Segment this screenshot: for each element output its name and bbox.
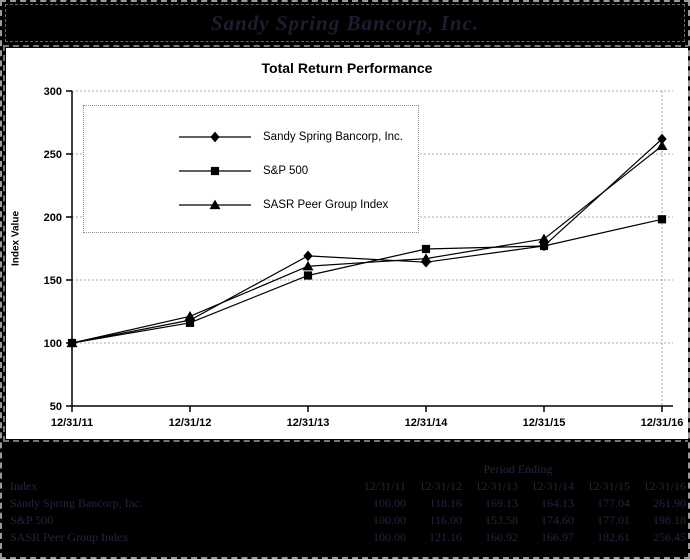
date-column-header: 12/31/11	[363, 479, 406, 493]
svg-text:12/31/12: 12/31/12	[169, 417, 212, 429]
svg-text:300: 300	[44, 86, 62, 98]
svg-text:12/31/13: 12/31/13	[287, 417, 330, 429]
index-value-cell: 164.13	[541, 496, 574, 510]
diamond-series-icon	[179, 131, 251, 143]
row-label: Sandy Spring Bancorp, Inc.	[10, 496, 143, 510]
legend-entry-sp500: S&P 500	[179, 154, 418, 188]
index-value-cell: 182.61	[597, 530, 630, 544]
company-title: Sandy Spring Bancorp, Inc.	[210, 10, 480, 35]
date-column-header: 12/31/14	[531, 479, 574, 493]
svg-text:12/31/14: 12/31/14	[405, 417, 449, 429]
legend-label: SASR Peer Group Index	[263, 199, 389, 211]
chart-title: Total Return Performance	[261, 60, 433, 76]
index-value-cell: 261.90	[653, 496, 686, 510]
row-label: SASR Peer Group Index	[10, 530, 129, 544]
chart-panel: Total Return Performance Index Value 50 1…	[3, 45, 688, 442]
legend: Sandy Spring Bancorp, Inc. S&P 500 SASR …	[83, 105, 419, 233]
index-value-cell: 160.92	[485, 530, 518, 544]
returns-table-section: Period Ending Index 12/31/11 12/31/12 12/3…	[2, 452, 688, 557]
table-row: S&P 500 100.00 116.00 153.58 174.60 177.01 198…	[10, 513, 686, 530]
legend-label: Sandy Spring Bancorp, Inc.	[263, 131, 403, 143]
index-value-cell: 100.00	[373, 513, 406, 527]
index-value-cell: 100.00	[373, 496, 406, 510]
legend-entry-sandy-spring: Sandy Spring Bancorp, Inc.	[179, 120, 418, 154]
index-value-cell: 177.04	[597, 496, 630, 510]
row-label: S&P 500	[10, 513, 54, 527]
svg-text:12/31/16: 12/31/16	[641, 417, 684, 429]
table-group-header-row: Period Ending	[10, 462, 686, 479]
index-value-cell: 118.16	[429, 496, 462, 510]
date-column-header: 12/31/12	[419, 479, 462, 493]
date-column-header: 12/31/16	[643, 479, 686, 493]
svg-text:12/31/15: 12/31/15	[523, 417, 566, 429]
header-band: Sandy Spring Bancorp, Inc.	[5, 4, 685, 42]
square-series-icon	[179, 166, 251, 176]
index-value-cell: 153.58	[485, 513, 518, 527]
legend-label: S&P 500	[263, 165, 309, 177]
index-value-cell: 174.60	[541, 513, 574, 527]
returns-table: Period Ending Index 12/31/11 12/31/12 12/3…	[10, 462, 686, 547]
table-row: SASR Peer Group Index 100.00 121.16 160.92 1…	[10, 530, 686, 547]
index-value-cell: 100.00	[373, 530, 406, 544]
index-value-cell: 198.18	[653, 513, 686, 527]
svg-text:12/31/11: 12/31/11	[51, 417, 93, 429]
index-value-cell: 177.01	[597, 513, 630, 527]
date-column-header: 12/31/13	[475, 479, 518, 493]
index-column-label: Index	[10, 479, 38, 493]
index-value-cell: 169.13	[485, 496, 518, 510]
index-value-cell: 166.97	[541, 530, 574, 544]
period-ending-header: Period Ending	[483, 462, 553, 476]
index-value-cell: 121.16	[429, 530, 462, 544]
legend-entry-peer-group: SASR Peer Group Index	[179, 188, 418, 222]
index-value-cell: 256.45	[653, 530, 686, 544]
svg-text:250: 250	[44, 149, 62, 161]
index-value-cell: 116.00	[429, 513, 462, 527]
table-row: Sandy Spring Bancorp, Inc. 100.00 118.16 16…	[10, 496, 686, 513]
svg-text:100: 100	[44, 338, 62, 350]
svg-text:150: 150	[44, 275, 62, 287]
date-column-header: 12/31/15	[587, 479, 630, 493]
svg-text:50: 50	[50, 401, 62, 413]
table-date-header-row: Index 12/31/11 12/31/12 12/31/13 12/31/14 12…	[10, 479, 686, 496]
svg-text:200: 200	[44, 212, 62, 224]
triangle-series-icon	[179, 199, 251, 210]
